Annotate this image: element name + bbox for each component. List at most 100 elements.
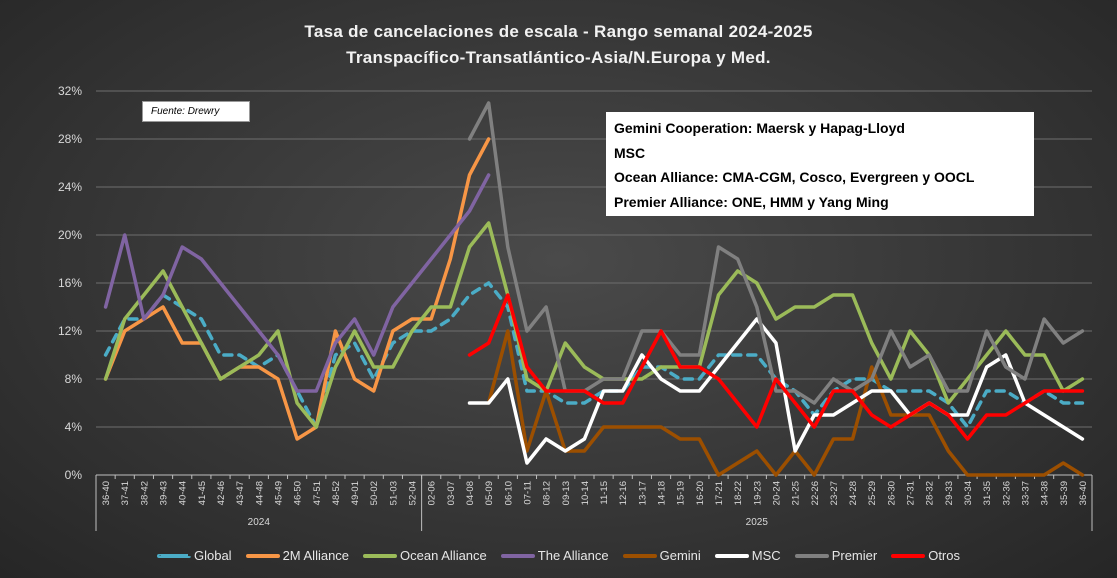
- x-tick-label: 46-50: [293, 481, 304, 505]
- series-2m-alliance: [103, 137, 491, 441]
- series-line: [103, 281, 1085, 429]
- source-label: Fuente: Drewry: [142, 101, 250, 122]
- series-line: [103, 137, 491, 441]
- x-tick-label: 05-09: [484, 481, 495, 505]
- x-tick-label: 11-15: [599, 481, 610, 505]
- series-line: [103, 173, 491, 393]
- chart-title: Tasa de cancelaciones de escala - Rango …: [304, 22, 813, 41]
- x-tick-label: 17-21: [714, 481, 725, 505]
- x-tick-label: 10-14: [580, 481, 591, 505]
- x-tick-label: 18-22: [733, 481, 744, 505]
- x-tick-label: 30-34: [963, 481, 974, 505]
- x-tick-label: 36-40: [1078, 481, 1089, 505]
- legend-swatch: [500, 553, 535, 558]
- y-tick-label: 12%: [58, 324, 82, 338]
- y-tick-label: 24%: [58, 180, 82, 194]
- x-tick-label: 25-29: [867, 481, 878, 505]
- y-tick-label: 4%: [65, 420, 83, 434]
- x-tick-label: 21-25: [791, 481, 802, 505]
- note-msc: MSC: [614, 144, 646, 161]
- legend-label: Global: [193, 548, 232, 563]
- x-tick-label: 07-11: [522, 481, 533, 505]
- series-lines: [103, 101, 1085, 477]
- chart-legend: Global 2M Alliance Ocean Alliance The Allia…: [0, 548, 1117, 563]
- legend-label: 2M Alliance: [282, 548, 350, 563]
- alliance-notes-box: Gemini Cooperation: Maersk y Hapag-Lloyd…: [606, 112, 1034, 216]
- x-tick-label: 31-35: [982, 481, 993, 505]
- x-tick-label: 47-51: [312, 481, 323, 505]
- series-line: [486, 329, 1085, 477]
- series-line: [467, 293, 1085, 441]
- x-tick-label: 43-47: [235, 481, 246, 505]
- x-tick-label: 45-49: [273, 481, 284, 505]
- y-tick-label: 32%: [58, 84, 82, 98]
- series-the-alliance: [103, 173, 491, 393]
- legend-item: Otros: [891, 548, 960, 563]
- x-tick-label: 03-07: [446, 481, 457, 505]
- legend-swatch: [245, 553, 280, 558]
- x-tick-label: 26-30: [886, 481, 897, 505]
- x-tick-label: 32-36: [1001, 481, 1012, 505]
- x-tick-label: 34-38: [1040, 481, 1051, 505]
- x-tick-label: 28-32: [925, 481, 936, 505]
- x-tick-label: 49-01: [350, 481, 361, 505]
- x-tick-label: 24-28: [848, 481, 859, 505]
- y-tick-label: 28%: [58, 132, 82, 146]
- x-tick-label: 38-42: [139, 481, 150, 505]
- series-line: [467, 317, 1085, 465]
- y-tick-label: 0%: [65, 468, 83, 482]
- x-tick-label: 36-40: [101, 481, 112, 505]
- legend-label: MSC: [751, 548, 781, 563]
- x-tick-label: 23-27: [829, 481, 840, 505]
- legend-swatch: [891, 553, 926, 558]
- legend-label: Premier: [831, 548, 878, 563]
- x-tick-label: 41-45: [197, 481, 208, 505]
- x-tick-label: 04-08: [465, 481, 476, 505]
- legend-label: Ocean Alliance: [400, 548, 487, 563]
- legend-item: Gemini: [622, 548, 701, 563]
- x-tick-label: 09-13: [561, 481, 572, 505]
- x-tick-label: 40-44: [178, 481, 189, 505]
- legend-swatch: [794, 553, 829, 558]
- x-tick-label: 06-10: [503, 481, 514, 505]
- legend-item: MSC: [714, 548, 781, 563]
- series-msc: [467, 317, 1085, 465]
- legend-item: 2M Alliance: [245, 548, 350, 563]
- x-tick-label: 37-41: [120, 481, 131, 505]
- note-ocean-alliance: Ocean Alliance: CMA-CGM, Cosco, Evergree…: [614, 169, 975, 185]
- year-label: 2025: [746, 517, 769, 528]
- legend-swatch: [363, 553, 398, 558]
- legend-swatch: [622, 553, 657, 558]
- legend-swatch: [714, 553, 749, 558]
- x-tick-label: 33-37: [1020, 481, 1031, 505]
- y-tick-label: 20%: [58, 228, 82, 242]
- x-tick-label: 35-39: [1059, 481, 1070, 505]
- x-tick-label: 08-12: [542, 481, 553, 505]
- legend-label: The Alliance: [537, 548, 609, 563]
- x-tick-label: 15-19: [676, 481, 687, 505]
- x-tick-label: 20-24: [771, 481, 782, 505]
- x-tick-label: 16-20: [695, 481, 706, 505]
- series-gemini: [486, 329, 1085, 477]
- chart-subtitle: Transpacífico-Transatlántico-Asia/N.Euro…: [346, 48, 771, 67]
- legend-item: Global: [156, 548, 232, 563]
- legend-item: The Alliance: [500, 548, 609, 563]
- x-tick-label: 42-46: [216, 481, 227, 505]
- year-label: 2024: [248, 517, 271, 528]
- x-tick-label: 44-48: [254, 481, 265, 505]
- y-tick-label: 8%: [65, 372, 83, 386]
- series-global: [103, 281, 1085, 429]
- x-tick-label: 48-52: [331, 481, 342, 505]
- x-tick-label: 39-43: [159, 481, 170, 505]
- x-axis: 36-40 37-41 38-42 39-43 40-44 41-45 42-46 43-47…: [95, 474, 1093, 531]
- legend-label: Gemini: [659, 548, 701, 563]
- x-tick-label: 29-33: [944, 481, 955, 505]
- x-tick-label: 22-26: [810, 481, 821, 505]
- y-tick-label: 16%: [58, 276, 82, 290]
- legend-label: Otros: [928, 548, 960, 563]
- legend-swatch: [156, 553, 191, 558]
- x-tick-label: 14-18: [657, 481, 668, 505]
- series-otros: [467, 293, 1085, 441]
- note-premier-alliance: Premier Alliance: ONE, HMM y Yang Ming: [614, 193, 889, 210]
